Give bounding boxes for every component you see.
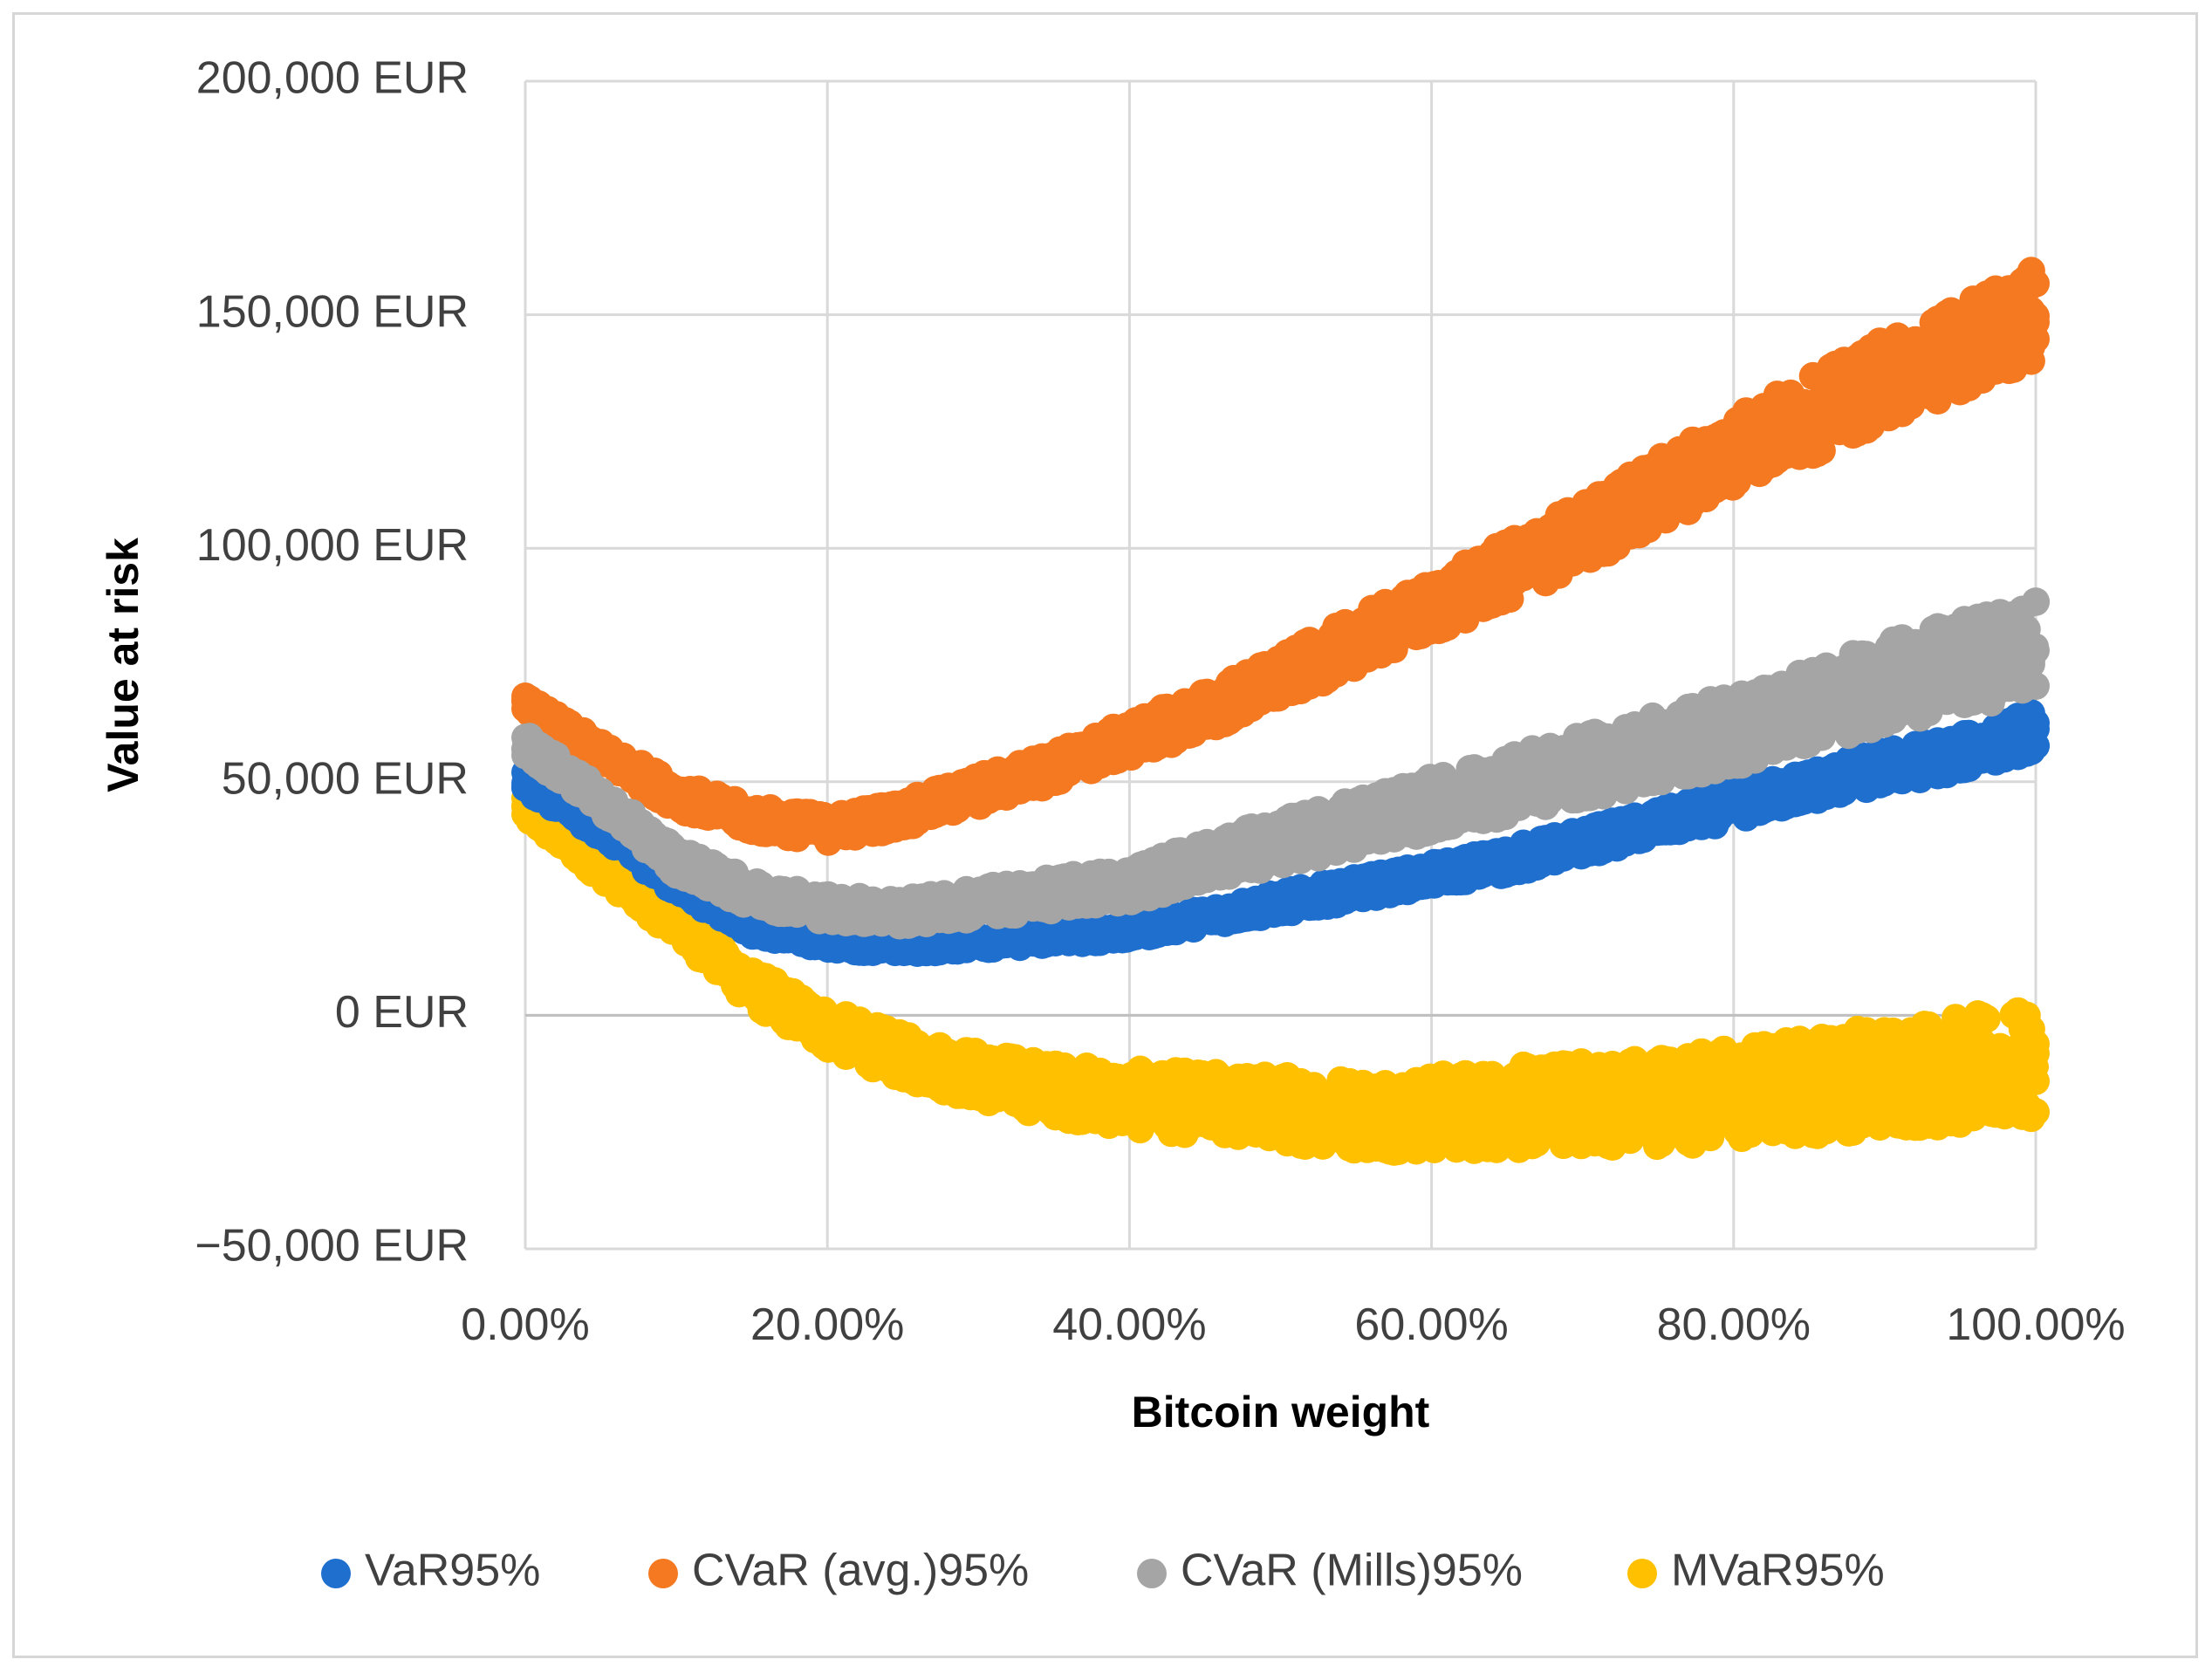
series-line bbox=[512, 301, 2049, 842]
data-point bbox=[2022, 1030, 2050, 1059]
data-points bbox=[511, 257, 2050, 1166]
data-point bbox=[2022, 1098, 2050, 1127]
series-cvar-mills-95- bbox=[511, 587, 2050, 940]
series-line bbox=[512, 717, 2049, 959]
data-point bbox=[1923, 387, 1952, 415]
data-point bbox=[2022, 269, 2050, 298]
series-mvar95- bbox=[511, 784, 2050, 1166]
chart-frame bbox=[12, 12, 2198, 1658]
data-point bbox=[1972, 1004, 2001, 1033]
series-line bbox=[512, 796, 2049, 1127]
series-cvar-avg-95- bbox=[511, 257, 2050, 856]
